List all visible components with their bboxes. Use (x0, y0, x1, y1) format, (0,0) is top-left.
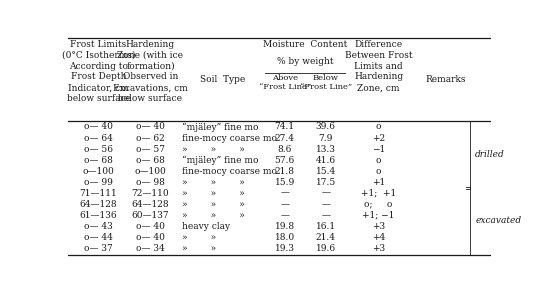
Text: o— 57: o— 57 (136, 144, 165, 153)
Text: o— 64: o— 64 (84, 134, 113, 142)
Text: o— 37: o— 37 (84, 244, 113, 253)
Text: % by weight: % by weight (277, 57, 334, 66)
Text: »        »        »: » » » (182, 144, 245, 153)
Text: 64—128: 64—128 (132, 200, 169, 209)
Text: 61—136: 61—136 (80, 211, 117, 220)
Text: +3: +3 (372, 244, 385, 253)
Text: 41.6: 41.6 (316, 155, 336, 164)
Text: 19.6: 19.6 (316, 244, 336, 253)
Text: 15.4: 15.4 (316, 167, 336, 176)
Text: »        »        »: » » » (182, 211, 245, 220)
Text: o: o (376, 167, 381, 176)
Text: —: — (321, 200, 330, 209)
Text: Below
“Frost Line”: Below “Frost Line” (300, 74, 352, 92)
Text: o— 99: o— 99 (84, 178, 113, 187)
Text: 64—128: 64—128 (80, 200, 117, 209)
Text: 72—110: 72—110 (132, 189, 169, 198)
Text: 39.6: 39.6 (316, 123, 336, 131)
Text: o— 34: o— 34 (136, 244, 165, 253)
Text: —: — (280, 211, 289, 220)
Text: 21.4: 21.4 (316, 233, 336, 242)
Text: excavated: excavated (475, 216, 522, 225)
Text: o— 40: o— 40 (136, 233, 165, 242)
Text: Hardening
Zone (with ice
formation)
Observed in
Excavations, cm
below surface: Hardening Zone (with ice formation) Obse… (113, 40, 188, 103)
Text: 27.4: 27.4 (275, 134, 295, 142)
Text: o— 40: o— 40 (84, 123, 113, 131)
Text: +3: +3 (372, 222, 385, 231)
Text: o: o (376, 155, 381, 164)
Text: fine-mocy coarse mo: fine-mocy coarse mo (182, 134, 277, 142)
Text: 74.1: 74.1 (275, 123, 295, 131)
Text: Difference
Between Frost
Limits and
Hardening
Zone, cm: Difference Between Frost Limits and Hard… (345, 40, 413, 92)
Text: 8.6: 8.6 (277, 144, 292, 153)
Text: 21.8: 21.8 (275, 167, 295, 176)
Text: o—100: o—100 (135, 167, 166, 176)
Text: 57.6: 57.6 (275, 155, 295, 164)
Text: “mjäley” fine mo: “mjäley” fine mo (182, 155, 259, 165)
Text: Moisture  Content: Moisture Content (263, 40, 348, 49)
Text: −1: −1 (372, 144, 385, 153)
Text: o— 98: o— 98 (136, 178, 165, 187)
Text: o— 40: o— 40 (136, 222, 165, 231)
Text: +4: +4 (372, 233, 385, 242)
Text: 15.9: 15.9 (275, 178, 295, 187)
Text: o— 62: o— 62 (136, 134, 165, 142)
Text: o— 44: o— 44 (84, 233, 113, 242)
Text: —: — (280, 189, 289, 198)
Text: Frost Limits
(0°C Isotherms)
According to
Frost Depth
Indicator, cm
below surfac: Frost Limits (0°C Isotherms) According t… (62, 40, 135, 103)
Text: 60—137: 60—137 (132, 211, 169, 220)
Text: o— 43: o— 43 (84, 222, 113, 231)
Text: +2: +2 (372, 134, 385, 142)
Text: fine-mocy coarse mo: fine-mocy coarse mo (182, 167, 277, 176)
Text: »        »: » » (182, 244, 216, 253)
Text: 18.0: 18.0 (275, 233, 295, 242)
Text: 19.3: 19.3 (275, 244, 295, 253)
Text: o— 68: o— 68 (84, 155, 113, 164)
Text: “mjäley” fine mo: “mjäley” fine mo (182, 122, 259, 132)
Text: o— 68: o— 68 (136, 155, 165, 164)
Text: 19.8: 19.8 (275, 222, 295, 231)
Text: »        »        »: » » » (182, 178, 245, 187)
Text: o— 56: o— 56 (84, 144, 113, 153)
Text: o— 40: o— 40 (136, 123, 165, 131)
Text: »        »        »: » » » (182, 189, 245, 198)
Text: o: o (376, 123, 381, 131)
Text: o;     o: o; o (365, 200, 393, 209)
Text: »        »        »: » » » (182, 200, 245, 209)
Text: Soil  Type: Soil Type (199, 75, 245, 84)
Text: —: — (321, 211, 330, 220)
Text: Remarks: Remarks (426, 75, 467, 84)
Text: +1; −1: +1; −1 (362, 211, 395, 220)
Text: 7.9: 7.9 (319, 134, 333, 142)
Text: 71—111: 71—111 (80, 189, 117, 198)
Text: 16.1: 16.1 (316, 222, 336, 231)
Text: +1: +1 (372, 178, 385, 187)
Text: o—100: o—100 (83, 167, 114, 176)
Text: »        »: » » (182, 233, 216, 242)
Text: heavy clay: heavy clay (182, 222, 231, 231)
Text: Above
“Frost Line”: Above “Frost Line” (259, 74, 311, 92)
Text: +1;  +1: +1; +1 (361, 189, 396, 198)
Text: drilled: drilled (475, 150, 505, 159)
Text: —: — (280, 200, 289, 209)
Text: 13.3: 13.3 (316, 144, 336, 153)
Text: 17.5: 17.5 (316, 178, 336, 187)
Text: —: — (321, 189, 330, 198)
